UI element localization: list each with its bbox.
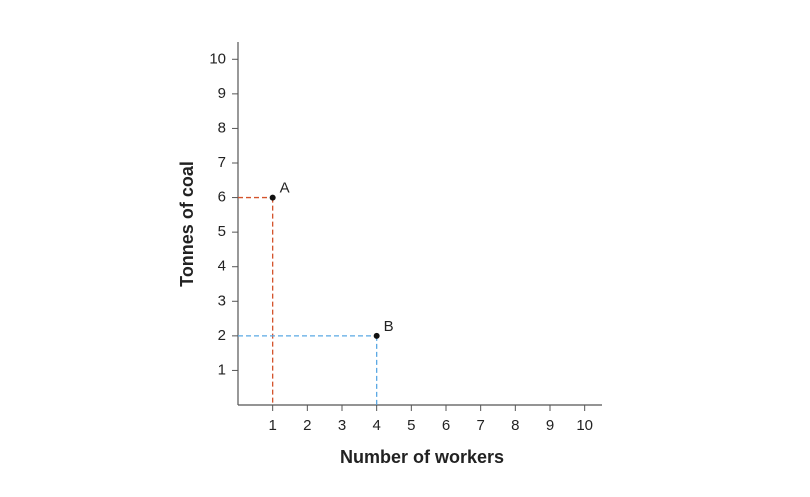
x-axis-title: Number of workers bbox=[340, 447, 504, 467]
x-tick-label: 7 bbox=[476, 417, 484, 434]
x-tick-label: 4 bbox=[372, 417, 380, 434]
point bbox=[373, 332, 380, 339]
point-label: A bbox=[280, 180, 290, 197]
x-tick-label: 6 bbox=[442, 417, 450, 434]
y-tick-label: 6 bbox=[218, 189, 226, 206]
y-axis-title: Tonnes of coal bbox=[177, 161, 197, 287]
x-tick-label: 8 bbox=[511, 417, 519, 434]
y-tick-label: 7 bbox=[218, 154, 226, 171]
y-tick-label: 4 bbox=[218, 258, 226, 275]
x-tick-label: 3 bbox=[338, 417, 346, 434]
y-tick-label: 5 bbox=[218, 223, 226, 240]
x-tick-label: 9 bbox=[546, 417, 554, 434]
x-tick-label: 5 bbox=[407, 417, 415, 434]
point bbox=[269, 194, 276, 201]
x-tick-label: 1 bbox=[268, 417, 276, 434]
y-tick-label: 9 bbox=[218, 85, 226, 102]
y-tick-label: 1 bbox=[218, 361, 226, 378]
y-tick-label: 8 bbox=[218, 119, 226, 136]
point-label: B bbox=[384, 318, 394, 335]
x-tick-label: 10 bbox=[576, 417, 593, 434]
y-tick-label: 3 bbox=[218, 292, 226, 309]
x-tick-label: 2 bbox=[303, 417, 311, 434]
y-tick-label: 10 bbox=[209, 50, 226, 67]
y-tick-label: 2 bbox=[218, 327, 226, 344]
